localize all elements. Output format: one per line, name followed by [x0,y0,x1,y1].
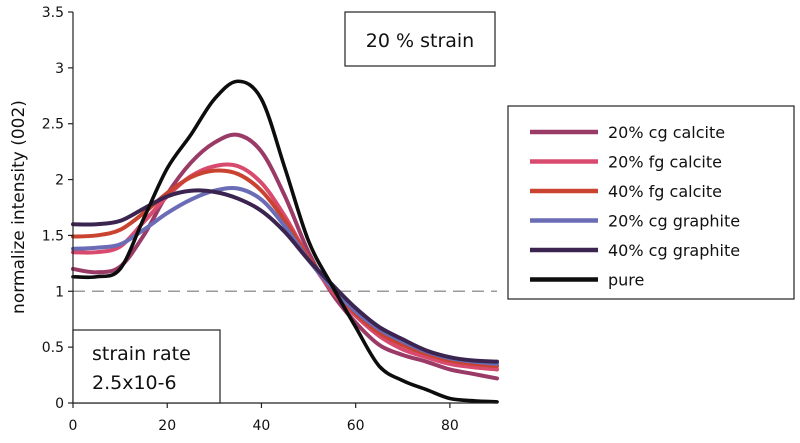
legend-label-40pct-cg-graphite: 40% cg graphite [608,241,740,260]
x-tick-label: 40 [253,418,271,434]
series-line-40pct-cg-graphite [71,188,499,364]
y-tick-label: 1 [55,284,64,300]
y-tick-label: 0 [55,396,64,412]
ticks-layer: 0 0.5 1 1.5 2 2.5 3 3.5 0 20 40 60 80 [42,5,459,434]
y-axis-title: normalize intensity (002) [9,100,29,314]
legend-label-20pct-cg-graphite: 20% cg graphite [608,212,740,231]
legend-label-pure: pure [608,271,644,290]
series-layer [71,79,499,404]
y-tick-label: 1.5 [42,228,64,244]
y-tick-label: 2.5 [42,117,64,133]
legend-label-40pct-fg-calcite: 40% fg calcite [608,182,722,201]
x-tick-label: 0 [69,418,78,434]
series-line-40pct-fg-calcite [71,168,499,369]
series-line-pure [71,79,499,404]
legend-items: 20% cg calcite 20% fg calcite 40% fg calci… [530,123,740,290]
x-tick-label: 20 [158,418,176,434]
series-line-20pct-cg-calcite [71,132,499,381]
strain-rate-box [72,329,221,404]
legend-label-20pct-cg-calcite: 20% cg calcite [608,123,725,142]
x-tick-label: 80 [441,418,459,434]
strain-label: 20 % strain [366,30,474,52]
legend: 20% cg calcite 20% fg calcite 40% fg calci… [507,105,795,300]
legend-label-20pct-fg-calcite: 20% fg calcite [608,153,722,172]
strain-box [344,11,496,67]
strain-rate-label-line2: 2.5x10-6 [92,372,177,394]
strain-rate-label-line1: strain rate [92,343,191,365]
y-tick-label: 2 [55,173,64,189]
legend-box [507,105,795,300]
y-tick-label: 3.5 [42,5,64,21]
y-tick-label: 3 [55,61,64,77]
x-tick-label: 60 [347,418,365,434]
y-tick-label: 0.5 [42,340,64,356]
